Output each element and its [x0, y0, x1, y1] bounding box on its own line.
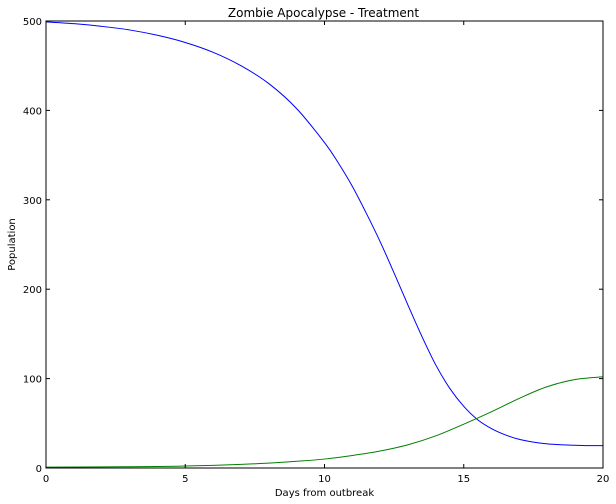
y-tick-label-0: 0 — [36, 464, 42, 475]
y-tick-label-500: 500 — [23, 17, 42, 28]
series-line-1 — [45, 21, 604, 447]
x-axis-label: Days from outbreak — [275, 488, 374, 499]
y-tick-label-200: 200 — [23, 285, 42, 296]
y-axis-label: Population — [7, 218, 18, 271]
chart-title: Zombie Apocalypse - Treatment — [228, 6, 420, 20]
x-tick-label-10: 10 — [318, 474, 331, 485]
y-tick-label-300: 300 — [23, 196, 42, 207]
series-layer — [45, 21, 604, 468]
series-line-2 — [45, 376, 604, 468]
x-tick-label-20: 20 — [597, 474, 610, 485]
y-tick-label-100: 100 — [23, 375, 42, 386]
y-tick-label-400: 400 — [23, 106, 42, 117]
plot-frame — [45, 20, 604, 469]
x-tick-label-5: 5 — [182, 474, 188, 485]
x-tick-label-15: 15 — [457, 474, 470, 485]
x-tick-label-0: 0 — [43, 474, 49, 485]
